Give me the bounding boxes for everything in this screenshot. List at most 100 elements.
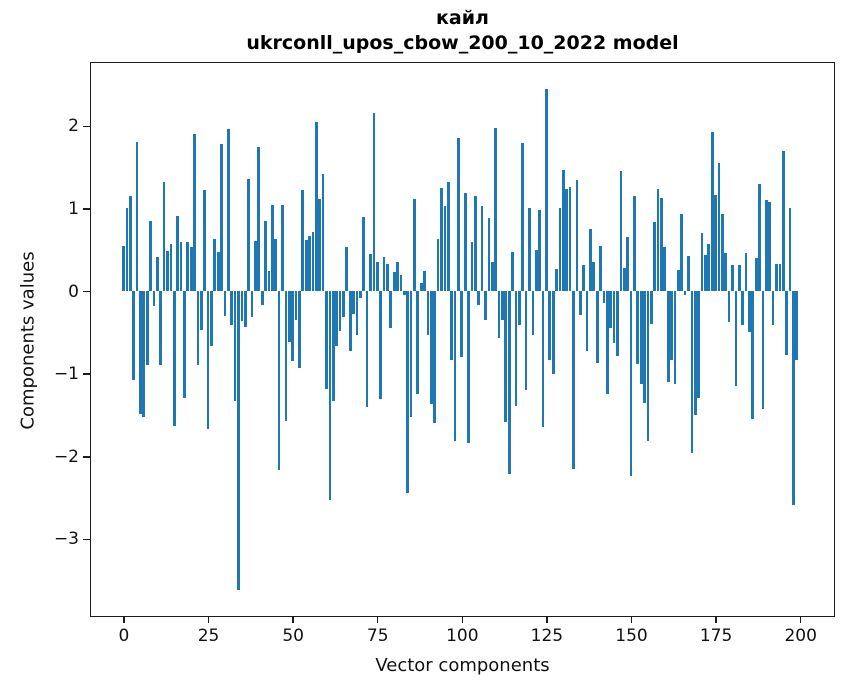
bar <box>558 208 562 292</box>
bar <box>287 291 291 343</box>
bar <box>342 291 345 317</box>
y-axis-label: Components values <box>17 251 39 430</box>
bar <box>633 196 636 292</box>
bar <box>748 291 751 332</box>
x-axis-label: Vector components <box>375 655 550 676</box>
bar <box>338 291 342 331</box>
bar <box>369 253 372 292</box>
bar <box>710 131 714 292</box>
chart-title: кайл ukrconll_upos_cbow_200_10_2022 mode… <box>90 6 835 56</box>
bar <box>629 291 633 477</box>
bar <box>199 291 203 330</box>
bar <box>518 291 521 325</box>
bar <box>149 220 152 292</box>
bar <box>761 291 765 410</box>
bar <box>609 291 613 329</box>
bar <box>541 291 545 428</box>
bar <box>250 291 254 317</box>
x-tick-mark <box>123 617 125 623</box>
bar <box>382 257 386 292</box>
chart-title-line2: ukrconll_upos_cbow_200_10_2022 model <box>246 32 679 54</box>
bar <box>355 291 359 335</box>
bar <box>139 291 142 415</box>
bar <box>237 291 240 591</box>
bar <box>291 291 294 362</box>
bar <box>375 262 379 292</box>
bar <box>331 291 335 401</box>
bar <box>484 291 487 320</box>
bar <box>545 88 548 292</box>
bar <box>402 291 406 296</box>
bar <box>294 291 298 320</box>
bar <box>724 253 728 292</box>
bar <box>152 291 156 306</box>
bar <box>477 291 481 306</box>
bar <box>619 171 623 292</box>
bar <box>758 184 761 292</box>
x-tick-label: 200 <box>784 626 817 646</box>
bar <box>555 268 558 292</box>
bar <box>179 242 183 292</box>
bar <box>392 272 396 292</box>
bar <box>460 291 464 358</box>
y-tick-label: 1 <box>68 198 79 219</box>
bar <box>727 291 731 322</box>
bar <box>572 291 575 469</box>
bar <box>693 291 697 415</box>
bar <box>622 267 626 292</box>
bar <box>277 291 281 471</box>
bar <box>531 291 535 335</box>
bar <box>605 291 609 394</box>
bar <box>677 270 680 292</box>
bar <box>362 216 366 292</box>
bar <box>470 242 474 292</box>
y-tick-mark <box>83 125 90 128</box>
bar <box>683 291 687 296</box>
bar <box>281 205 284 292</box>
bar <box>697 291 701 399</box>
bar <box>318 198 322 292</box>
x-tick-label: 0 <box>118 626 130 646</box>
y-tick-label: 0 <box>68 281 79 302</box>
bar <box>186 242 190 292</box>
y-tick-label: −3 <box>53 529 79 550</box>
bar <box>616 291 619 356</box>
bar <box>714 195 717 292</box>
bar <box>764 200 768 292</box>
bar <box>744 253 748 292</box>
bar <box>602 291 606 304</box>
bar <box>166 250 169 292</box>
bar <box>670 291 673 360</box>
bar <box>565 188 569 292</box>
bar <box>643 291 646 403</box>
y-tick-mark <box>83 290 90 293</box>
x-tick-mark <box>461 617 464 623</box>
plot-area <box>90 62 835 617</box>
bar <box>666 291 670 382</box>
bar <box>568 186 572 292</box>
bar <box>781 150 785 292</box>
bar <box>649 291 653 325</box>
y-tick-label: −2 <box>53 446 79 467</box>
chart-title-line1: кайл <box>436 7 489 29</box>
bar <box>450 291 454 360</box>
bar <box>487 217 491 292</box>
bar <box>233 291 237 401</box>
bar <box>348 291 352 352</box>
x-tick-mark <box>799 617 802 623</box>
bar <box>446 181 450 292</box>
bar <box>409 291 413 418</box>
bar <box>345 247 349 292</box>
bar <box>440 187 443 292</box>
bar <box>538 210 541 292</box>
x-tick-label: 125 <box>530 626 564 646</box>
x-tick-label: 100 <box>446 626 479 646</box>
bar <box>721 214 724 292</box>
bar <box>680 214 684 292</box>
bar <box>210 291 213 347</box>
bar <box>314 121 318 292</box>
y-tick-mark <box>83 456 90 458</box>
bar <box>257 147 261 292</box>
bar <box>365 291 369 407</box>
